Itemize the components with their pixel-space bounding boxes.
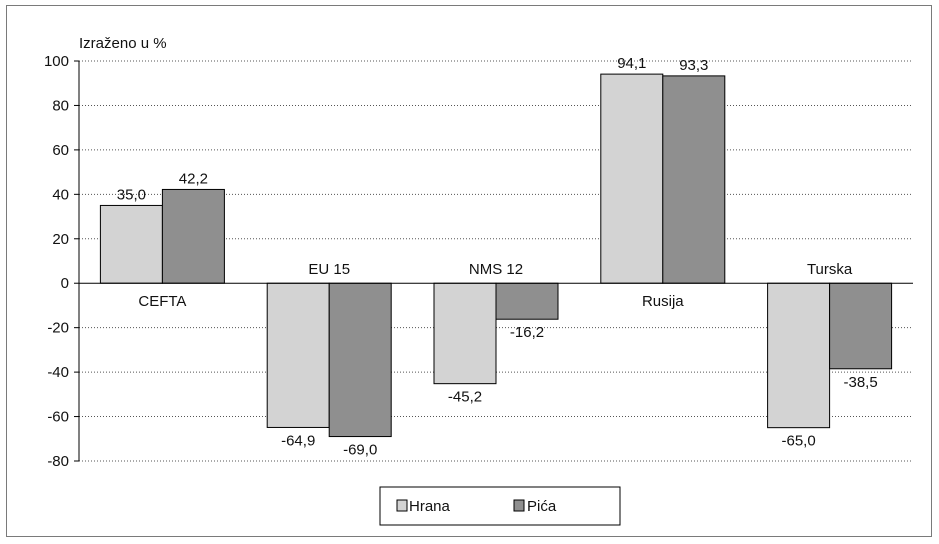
data-label: -69,0 <box>343 442 377 459</box>
y-tick-label: 0 <box>61 275 69 292</box>
chart-frame: 100 80 60 40 20 0 -20 -40 -60 -80 35,0 42,2 CEFTA -6… <box>6 5 932 537</box>
data-label: -16,2 <box>510 324 544 341</box>
data-label: -64,9 <box>281 432 315 449</box>
bar-pića-nms-12 <box>495 282 559 320</box>
bar-chart: 100 80 60 40 20 0 -20 -40 -60 -80 35,0 42,2 CEFTA -6… <box>44 35 913 526</box>
bar-hrana-cefta <box>99 204 163 284</box>
bar-pića-turska <box>829 282 893 370</box>
legend-label-hrana: Hrana <box>409 498 451 515</box>
category-label: CEFTA <box>138 293 186 310</box>
bar-hrana-rusija <box>600 73 664 284</box>
data-label: 42,2 <box>179 170 208 187</box>
y-tick-label: 40 <box>52 186 69 203</box>
bar-pića-rusija <box>662 75 726 284</box>
legend-swatch-hrana <box>396 499 408 512</box>
bar-pića-cefta <box>161 188 225 284</box>
data-label: -45,2 <box>448 389 482 406</box>
legend-box <box>379 486 621 526</box>
data-label: 93,3 <box>679 57 708 74</box>
legend-label-pica: Pića <box>527 498 557 515</box>
y-tick-label: -80 <box>47 453 69 470</box>
y-tick-label: 80 <box>52 97 69 114</box>
y-tick-label: 100 <box>44 53 69 70</box>
category-label: Turska <box>807 261 853 278</box>
axes: 100 80 60 40 20 0 -20 -40 -60 -80 <box>44 53 913 470</box>
legend-swatch-pica <box>513 499 525 512</box>
data-label: -38,5 <box>843 374 877 391</box>
unit-label: Izraženo u % <box>79 35 167 52</box>
bar-hrana-turska <box>767 282 831 429</box>
category-label: NMS 12 <box>469 261 523 278</box>
bars <box>99 73 893 438</box>
data-label: 35,0 <box>117 186 146 203</box>
data-label: 94,1 <box>617 55 646 72</box>
data-label: -65,0 <box>781 433 815 450</box>
legend: Hrana Pića <box>379 486 621 526</box>
y-tick-label: 60 <box>52 142 69 159</box>
y-tick-label: -20 <box>47 320 69 337</box>
data-labels: 35,0 42,2 CEFTA -64,9 -69,0 EU 15 -45,2 -16,2 NM… <box>117 55 878 458</box>
bar-hrana-eu-15 <box>266 282 330 428</box>
y-tick-label: 20 <box>52 231 69 248</box>
category-label: Rusija <box>642 293 684 310</box>
bar-hrana-nms-12 <box>433 282 497 385</box>
y-tick-label: -60 <box>47 409 69 426</box>
category-label: EU 15 <box>308 261 350 278</box>
bar-pića-eu-15 <box>328 282 392 438</box>
y-tick-label: -40 <box>47 364 69 381</box>
